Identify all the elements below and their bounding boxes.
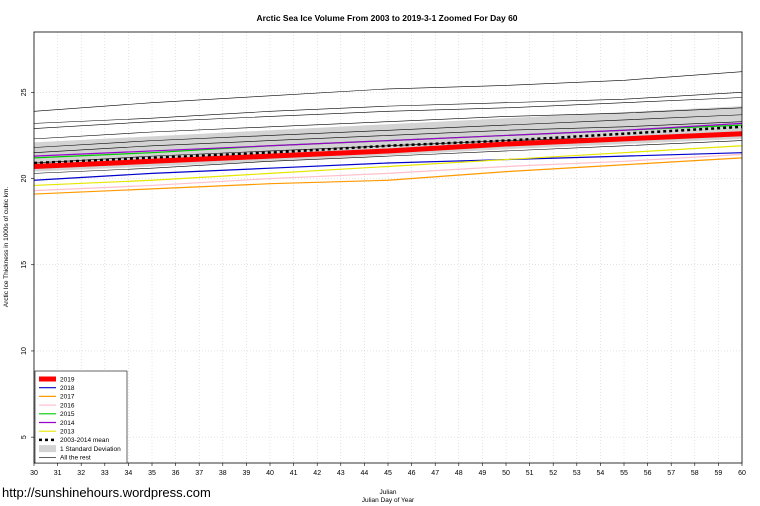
x-tick-label: 47 [431, 470, 439, 477]
y-tick-label: 20 [21, 175, 28, 183]
legend-label: 2003-2014 mean [60, 437, 110, 444]
x-tick-label: 43 [337, 470, 345, 477]
legend-label: 1 Standard Deviation [60, 446, 121, 453]
x-tick-label: 34 [125, 470, 133, 477]
series-line-2017 [33, 157, 743, 195]
legend-label: 2018 [60, 385, 75, 392]
x-tick-label: 42 [313, 470, 321, 477]
x-tick-label: 56 [644, 470, 652, 477]
y-tick-label: 15 [21, 261, 28, 269]
x-tick-label: 54 [597, 470, 605, 477]
series-line-2013 [33, 145, 743, 187]
series-line-other [33, 121, 743, 153]
series-line-other [33, 114, 743, 148]
x-tick-label: 39 [243, 470, 251, 477]
x-tick-label: 32 [77, 470, 85, 477]
series-line-other [33, 97, 743, 129]
x-tick-label: 40 [266, 470, 274, 477]
legend-label: 2013 [60, 429, 75, 436]
x-tick-label: 53 [573, 470, 581, 477]
x-tick-label: 57 [667, 470, 675, 477]
series-line-2016 [33, 153, 743, 192]
x-tick-label: 58 [691, 470, 699, 477]
series-line-2014 [33, 122, 743, 157]
x-tick-label: 59 [715, 470, 723, 477]
x-tick-label: 46 [408, 470, 416, 477]
legend-label: 2016 [60, 402, 75, 409]
series-line-2018 [33, 152, 743, 181]
legend-label: 2015 [60, 411, 75, 418]
y-tick-label: 25 [21, 88, 28, 96]
series-line-other [33, 92, 743, 124]
y-tick-label: 5 [21, 435, 28, 439]
x-tick-label: 41 [290, 470, 298, 477]
y-axis: 5 10 15 20 25 [21, 88, 34, 439]
x-tick-label: 55 [620, 470, 628, 477]
series-layer [33, 71, 743, 195]
series-line-All-the-rest [33, 71, 743, 112]
x-tick-label: 35 [148, 470, 156, 477]
x-tick-label: 36 [172, 470, 180, 477]
x-tick-label: 60 [738, 470, 746, 477]
x-tick-label: 30 [30, 470, 38, 477]
x-axis: 30 31 32 33 34 35 36 37 38 39 40 41 42 43 44 45 46 47 48 49… [30, 463, 746, 477]
legend-label: 2019 [60, 376, 75, 383]
y-axis-label: Arctic Ice Thickness in 1000s of cubic k… [3, 187, 10, 308]
x-tick-label: 50 [502, 470, 510, 477]
x-tick-label: 51 [526, 470, 534, 477]
legend-label: 2014 [60, 420, 75, 427]
series-line-other [33, 140, 743, 174]
x-tick-label: 52 [549, 470, 557, 477]
x-axis-sublabel: Julian Day of Year [362, 497, 415, 504]
series-line-other [33, 107, 743, 140]
series-line-2019 [33, 131, 743, 169]
grid [33, 32, 743, 463]
legend-label: All the rest [60, 455, 91, 462]
x-tick-label: 44 [361, 470, 369, 477]
y-tick-label: 10 [21, 347, 28, 355]
x-tick-label: 45 [384, 470, 392, 477]
watermark: http://sunshinehours.wordpress.com [2, 485, 211, 500]
x-tick-label: 49 [479, 470, 487, 477]
x-tick-label: 33 [101, 470, 109, 477]
x-tick-label: 37 [195, 470, 203, 477]
x-tick-label: 38 [219, 470, 227, 477]
legend-swatch [39, 445, 56, 453]
x-axis-label: Julian [380, 489, 397, 496]
x-tick-label: 31 [54, 470, 62, 477]
legend-label: 2017 [60, 394, 75, 401]
x-tick-label: 48 [455, 470, 463, 477]
chart-title: Arctic Sea Ice Volume From 2003 to 2019-… [256, 13, 517, 23]
